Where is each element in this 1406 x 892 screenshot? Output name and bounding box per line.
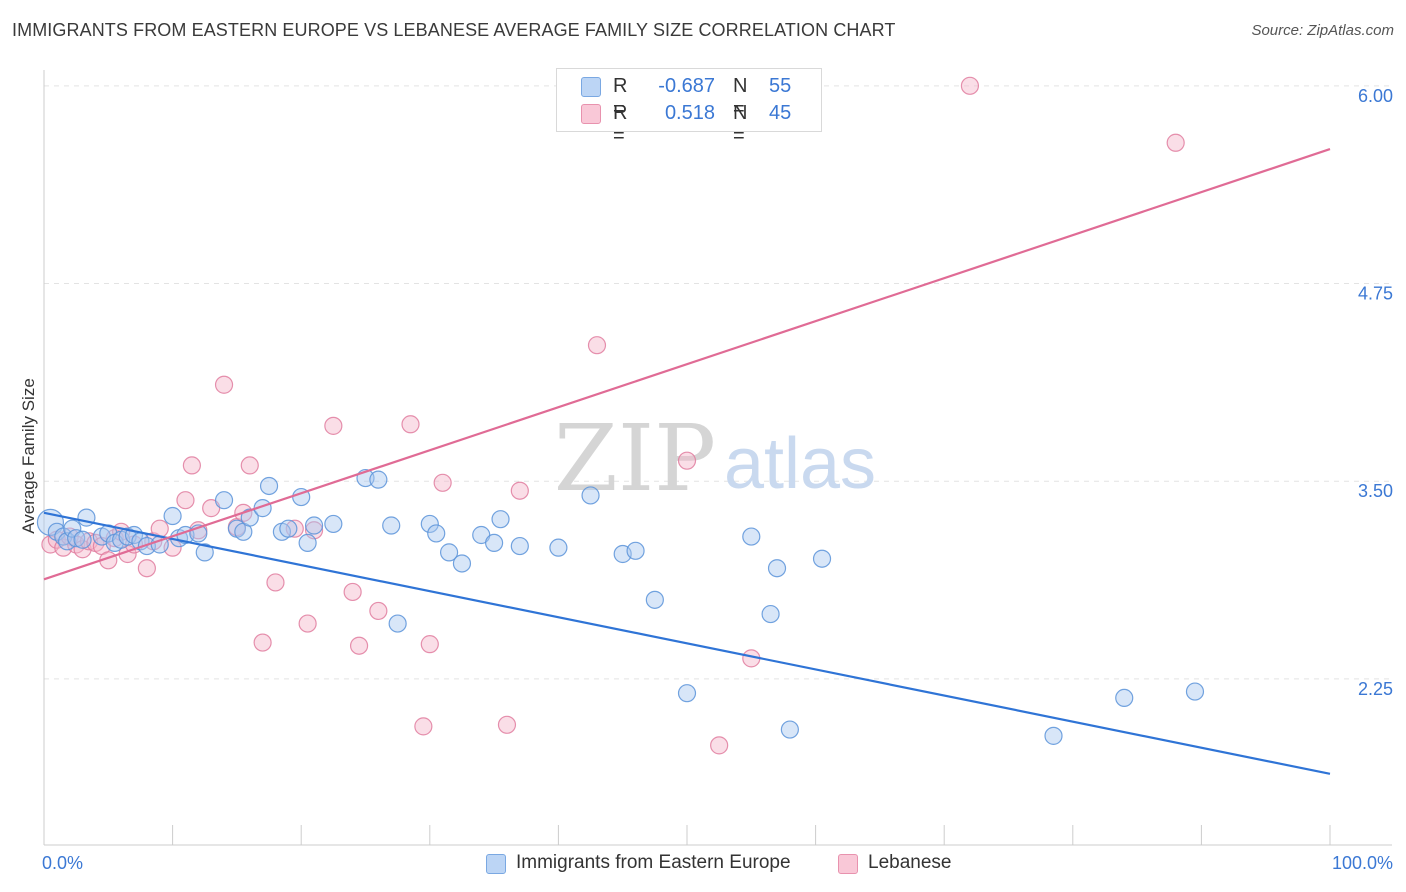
lebanese-point xyxy=(414,717,433,736)
chart-title: IMMIGRANTS FROM EASTERN EUROPE VS LEBANE… xyxy=(12,20,896,40)
y-tick-label: 2.25 xyxy=(1358,679,1393,699)
eastern-europe-point xyxy=(812,549,832,568)
eastern-europe-point xyxy=(742,527,761,546)
trend-lines xyxy=(43,148,1331,775)
lebanese-point xyxy=(677,451,697,470)
lebanese-point xyxy=(240,456,259,475)
eastern-europe-points xyxy=(36,468,1205,745)
lebanese-point xyxy=(182,456,201,475)
source-credit: Source: ZipAtlas.com xyxy=(1251,22,1394,39)
eastern-europe-point xyxy=(1115,688,1134,708)
lebanese-point xyxy=(710,736,729,755)
watermark-zip: ZIP xyxy=(554,405,716,512)
r-value: 0.518 xyxy=(664,102,715,124)
eastern-europe-point xyxy=(677,684,697,703)
eastern-europe-point xyxy=(452,554,472,573)
y-axis-label: Average Family Size xyxy=(19,378,38,534)
legend-label: Lebanese xyxy=(868,852,952,873)
y-tick-label: 4.75 xyxy=(1358,284,1393,304)
eastern-europe-point xyxy=(214,491,234,510)
eastern-europe-point xyxy=(581,486,600,505)
lebanese-point xyxy=(324,416,343,435)
tick-labels: 2.25 3.50 4.75 6.00 0.0% 100.0% xyxy=(42,86,1393,873)
lebanese-point xyxy=(343,582,362,602)
eastern-europe-point xyxy=(485,533,504,553)
y-tick-label: 3.50 xyxy=(1358,481,1393,501)
lebanese-point xyxy=(587,336,607,355)
n-value: 55 xyxy=(769,75,792,97)
lebanese-point xyxy=(369,601,388,621)
eastern-europe-point xyxy=(439,543,459,562)
n-label: N = xyxy=(733,75,748,120)
eastern-europe-point xyxy=(163,506,182,526)
eastern-europe-point xyxy=(259,476,279,496)
n-label: N = xyxy=(733,102,748,147)
eastern-europe-point xyxy=(420,514,439,534)
eastern-europe-point xyxy=(63,519,82,538)
eastern-europe-point xyxy=(369,470,388,489)
eastern-europe-point xyxy=(1185,682,1205,701)
lebanese-point xyxy=(401,415,420,434)
eastern-europe-point xyxy=(780,720,799,739)
eastern-europe-point xyxy=(382,516,401,535)
eastern-europe-point xyxy=(626,541,645,560)
y-tick-label: 6.00 xyxy=(1358,86,1393,106)
eastern-europe-point xyxy=(388,614,407,633)
lebanese-point xyxy=(266,573,285,592)
eastern-europe-point xyxy=(240,508,259,527)
lebanese-point xyxy=(176,491,195,510)
eastern-europe-point xyxy=(510,536,529,556)
grid-lines xyxy=(44,85,1392,680)
watermark: ZIP atlas xyxy=(554,405,876,512)
r-label: R = xyxy=(613,75,628,120)
watermark-atlas: atlas xyxy=(724,424,876,504)
lebanese-point xyxy=(214,375,234,394)
eastern-europe-point xyxy=(67,529,86,548)
n-value: 45 xyxy=(769,102,792,124)
eastern-europe-point xyxy=(549,538,568,557)
x-tick-label-min: 0.0% xyxy=(42,853,83,873)
eastern-europe-point xyxy=(298,533,317,553)
blue-swatch xyxy=(486,854,506,874)
eastern-europe-point xyxy=(73,530,92,549)
eastern-europe-point xyxy=(304,516,324,535)
eastern-europe-point xyxy=(1044,726,1063,745)
eastern-europe-point xyxy=(427,524,446,543)
r-label: R = xyxy=(613,102,628,147)
eastern-europe-point xyxy=(491,510,510,529)
pink-swatch xyxy=(838,854,858,874)
eastern-europe-point xyxy=(761,604,780,624)
lebanese-point xyxy=(420,635,439,654)
lebanese-point xyxy=(137,559,156,578)
lebanese-point xyxy=(510,481,529,500)
eastern-europe-point xyxy=(279,519,298,538)
lebanese-point xyxy=(298,614,317,633)
eastern-europe-trend-line xyxy=(43,511,1331,775)
eastern-europe-point xyxy=(767,559,787,578)
lebanese-point xyxy=(497,715,517,734)
eastern-europe-point xyxy=(324,514,343,534)
eastern-europe-point xyxy=(195,543,214,562)
eastern-europe-point xyxy=(645,590,664,609)
lebanese-trend-line xyxy=(43,148,1331,581)
x-tick-label-max: 100.0% xyxy=(1332,853,1393,873)
axes xyxy=(43,70,1392,846)
blue-swatch xyxy=(581,77,601,97)
lebanese-point xyxy=(1166,133,1185,152)
lebanese-point xyxy=(960,76,980,95)
lebanese-point xyxy=(253,633,272,652)
legend-label: Immigrants from Eastern Europe xyxy=(516,852,791,873)
lebanese-point xyxy=(349,636,369,655)
lebanese-point xyxy=(433,473,452,492)
r-value: -0.687 xyxy=(658,75,715,97)
correlation-legend: R = -0.687 N = 55 R = 0.518 N = 45 xyxy=(556,68,822,147)
pink-swatch xyxy=(581,104,601,124)
